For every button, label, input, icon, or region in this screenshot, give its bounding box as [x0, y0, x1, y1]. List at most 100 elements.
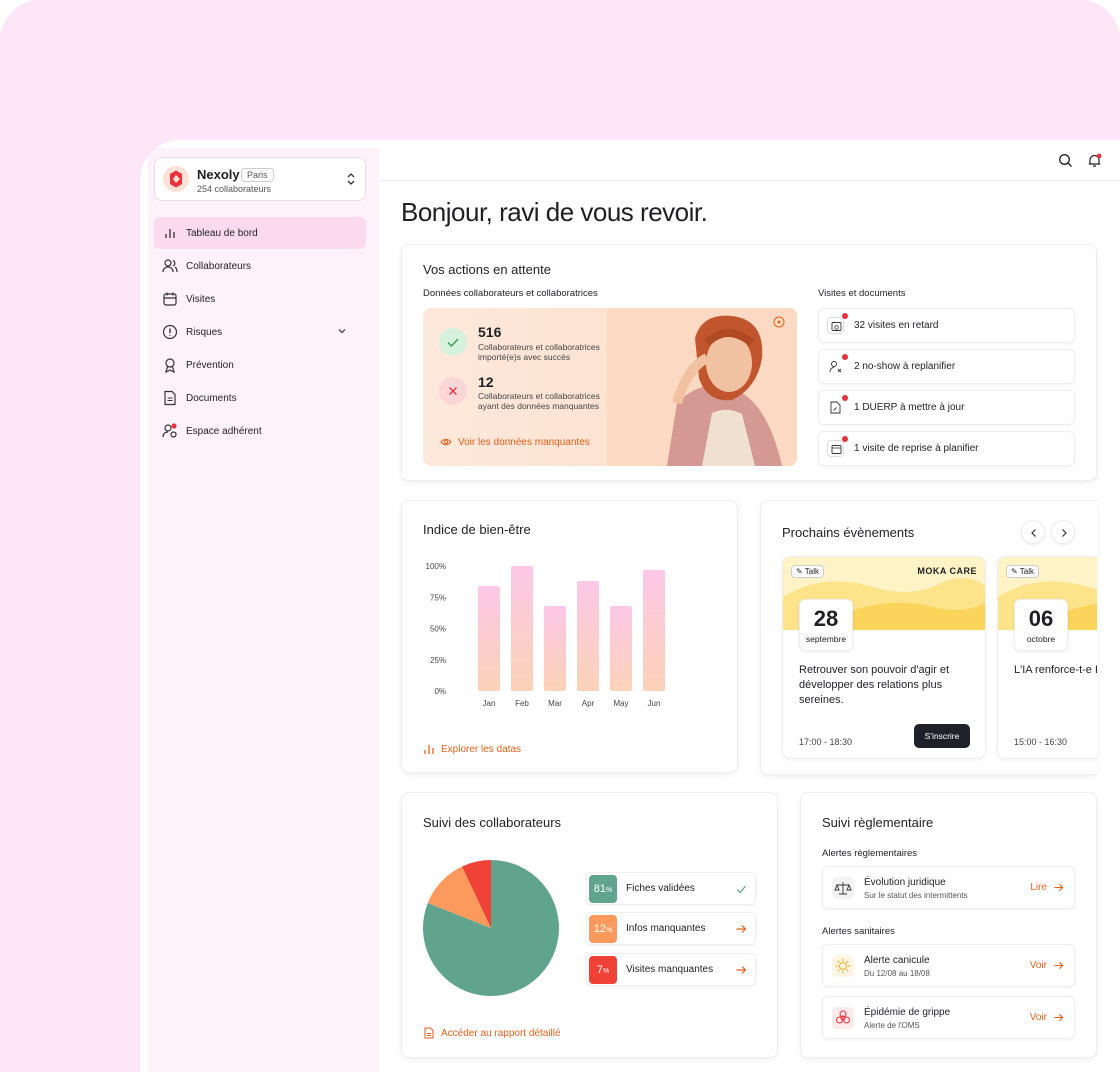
- top-bar: [380, 140, 1120, 181]
- notification-dot: [842, 354, 848, 360]
- view-link[interactable]: Voir: [1030, 1012, 1064, 1023]
- alert-subtitle: Du 12/08 au 18/08: [864, 969, 930, 978]
- search-icon[interactable]: [1058, 153, 1073, 168]
- event-title: L'IA renforce-t-e RH sur les RPS ?: [1014, 664, 1097, 676]
- employee-data-summary: 516 Collaborateurs et collaboratrices im…: [423, 308, 797, 466]
- pie-slice-2[interactable]: [462, 860, 491, 928]
- event-tag: ✎ Talk: [791, 565, 825, 578]
- event-tag-label: Talk: [1019, 567, 1035, 576]
- notification-dot: [842, 313, 848, 319]
- alert-title: Évolution juridique: [864, 877, 946, 888]
- alert-item[interactable]: Évolution juridique Sur le statut des in…: [822, 866, 1075, 909]
- card-title: Suivi des collaborateurs: [423, 815, 562, 830]
- sidebar-item-collaborators[interactable]: Collaborateurs: [154, 250, 366, 282]
- close-icon: [439, 377, 467, 405]
- percent-badge: 12%: [589, 914, 617, 943]
- alert-item[interactable]: Épidémie de grippe Alerte de l'OMS Voir: [822, 996, 1075, 1039]
- missing-text: Collaborateurs et collaboratrices ayant …: [478, 391, 600, 411]
- row-label: Infos manquantes: [626, 923, 706, 934]
- org-logo: [163, 166, 189, 192]
- list-item[interactable]: 1 visite de reprise à planifier: [818, 431, 1075, 466]
- sidebar-item-visits[interactable]: Visites: [154, 283, 366, 315]
- alert-item[interactable]: Alerte canicule Du 12/08 au 18/08 Voir: [822, 944, 1075, 987]
- org-switcher[interactable]: Nexoly Paris 254 collaborateurs: [154, 157, 366, 201]
- sidebar-item-documents[interactable]: Documents: [154, 382, 366, 414]
- arrow-right-icon: [1054, 961, 1064, 970]
- y-tick-label: 100%: [426, 562, 446, 571]
- event-date: 06 octobre: [1014, 599, 1068, 651]
- list-item[interactable]: 2 no-show à replanifier: [818, 349, 1075, 384]
- bell-icon[interactable]: [1087, 153, 1102, 168]
- alert-subtitle: Alerte de l'OMS: [864, 1021, 920, 1030]
- file-edit-icon: [827, 399, 844, 416]
- chevron-down-icon[interactable]: [336, 325, 348, 337]
- percent-unit: %: [606, 886, 613, 894]
- bar-may[interactable]: [610, 606, 632, 691]
- link-label: Accéder au rapport détaillé: [441, 1027, 561, 1039]
- list-item[interactable]: 1 DUERP à mettre à jour: [818, 390, 1075, 425]
- card-title: Indice de bien-être: [423, 522, 531, 537]
- tracking-row[interactable]: 81% Fiches validées: [586, 872, 756, 905]
- wellbeing-bar-chart: 100% 75% 50% 25% 0% Jan Feb Mar Apr May Jun: [426, 562, 665, 708]
- card-title: Prochains évènements: [782, 525, 915, 540]
- prev-button[interactable]: [1021, 520, 1045, 544]
- event-card[interactable]: ✎ Talk 06 octobre L'IA renforce-t-e RH s…: [997, 556, 1097, 759]
- sidebar-item-risks[interactable]: Risques: [154, 316, 366, 348]
- section-title: Alertes règlementaires: [822, 848, 918, 859]
- y-tick-label: 25%: [430, 656, 446, 665]
- event-day: 06: [1028, 606, 1054, 631]
- tracking-row[interactable]: 12% Infos manquantes: [586, 912, 756, 945]
- pie-slice-1[interactable]: [427, 866, 491, 928]
- event-tag: ✎ Talk: [1006, 565, 1040, 578]
- app-window: Nexoly Paris 254 collaborateurs Tableau …: [140, 140, 1120, 1072]
- view-missing-data-link[interactable]: Voir les données manquantes: [440, 436, 590, 448]
- bar-feb[interactable]: [511, 566, 533, 691]
- x-tick-label: Mar: [548, 699, 562, 708]
- sidebar-item-label: Collaborateurs: [186, 260, 252, 272]
- bar-jun[interactable]: [643, 569, 665, 691]
- percent-value: 81: [593, 882, 606, 895]
- alert-subtitle: Sur le statut des intermittents: [864, 891, 968, 900]
- chevron-left-icon: [1031, 529, 1036, 537]
- action-label: Voir: [1029, 960, 1047, 971]
- register-button[interactable]: S'inscrire: [914, 724, 970, 748]
- list-item[interactable]: 32 visites en retard: [818, 308, 1075, 343]
- event-month: septembre: [805, 634, 847, 644]
- read-link[interactable]: Lire: [1030, 882, 1064, 893]
- check-icon: [439, 328, 467, 356]
- users-icon: [162, 259, 178, 273]
- x-tick-label: Apr: [582, 699, 595, 708]
- events-card: Prochains évènements ✎ Talk MOKA CARE 28…: [760, 500, 1097, 775]
- sidebar-item-label: Tableau de bord: [186, 227, 258, 239]
- calendar-icon: [163, 292, 177, 306]
- chevron-up-down-icon: [347, 173, 355, 185]
- sidebar-item-label: Risques: [186, 326, 223, 338]
- alert-title: Alerte canicule: [864, 955, 930, 966]
- view-link[interactable]: Voir: [1030, 960, 1064, 971]
- percent-badge: 7%: [589, 955, 617, 984]
- sidebar-item-member-space[interactable]: Espace adhérent: [154, 415, 366, 447]
- bar-mar[interactable]: [544, 606, 566, 691]
- arrow-right-icon: [736, 925, 747, 933]
- page-title: Bonjour, ravi de vous revoir.: [401, 197, 708, 227]
- event-title: Retrouver son pouvoir d'agir et développ…: [799, 664, 950, 706]
- detailed-report-link[interactable]: Accéder au rapport détaillé: [423, 1027, 561, 1039]
- event-card[interactable]: ✎ Talk MOKA CARE 28 septembre Retrouver …: [782, 556, 986, 759]
- bar-chart-icon: [165, 229, 175, 238]
- org-count: 254 collaborateurs: [197, 184, 272, 194]
- sidebar-item-label: Espace adhérent: [186, 425, 262, 437]
- bar-apr[interactable]: [577, 581, 599, 691]
- sidebar: Nexoly Paris 254 collaborateurs Tableau …: [148, 148, 379, 1072]
- explore-data-link[interactable]: Explorer les datas: [423, 743, 521, 755]
- event-time: 17:00 - 18:30: [799, 737, 853, 747]
- calendar-clock-icon: [827, 317, 844, 334]
- chevron-right-icon: [1062, 529, 1067, 537]
- sun-icon: [832, 955, 854, 977]
- event-month: octobre: [1026, 634, 1056, 644]
- next-button[interactable]: [1051, 520, 1075, 544]
- org-name: Nexoly: [197, 167, 240, 182]
- sidebar-item-dashboard[interactable]: Tableau de bord: [154, 217, 366, 249]
- bar-jan[interactable]: [478, 586, 500, 691]
- sidebar-item-prevention[interactable]: Prévention: [154, 349, 366, 381]
- tracking-row[interactable]: 7% Visites manquantes: [586, 953, 756, 986]
